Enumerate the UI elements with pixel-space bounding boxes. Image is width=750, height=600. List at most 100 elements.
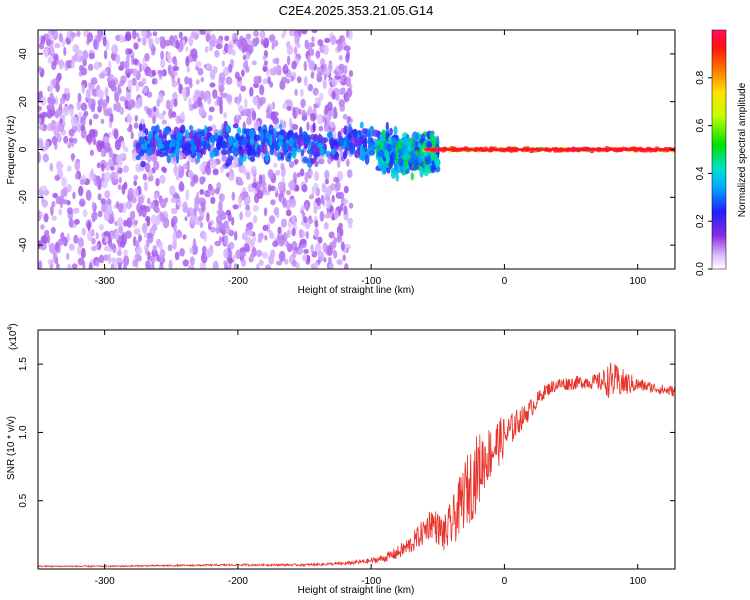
- heatmap-cell: [86, 32, 94, 43]
- heatmap-cell: [92, 113, 99, 120]
- heatmap-cell: [299, 126, 303, 138]
- heatmap-cell: [346, 169, 353, 179]
- heatmap-cell: [160, 50, 164, 61]
- heatmap-cell: [78, 185, 84, 197]
- colorbar-gradient: [712, 30, 726, 269]
- heatmap-cell: [261, 144, 268, 155]
- heatmap-cell: [298, 108, 302, 115]
- heatmap-cell: [247, 221, 254, 230]
- heatmap-cell: [326, 115, 330, 126]
- heatmap-cell: [305, 231, 310, 239]
- heatmap-cell: [410, 172, 414, 181]
- heatmap-cell: [43, 213, 49, 223]
- heatmap-cell: [324, 178, 329, 185]
- heatmap-cell: [415, 150, 420, 157]
- heatmap-cell: [311, 36, 315, 43]
- heatmap-cell: [273, 207, 280, 216]
- heatmap-cell: [207, 183, 213, 191]
- heatmap-cell: [48, 82, 54, 93]
- heatmap-cell: [344, 263, 349, 269]
- heatmap-cell: [286, 189, 291, 196]
- spectrogram-y-axis: -40 -20 0 20 40: [18, 48, 675, 252]
- heatmap-cell: [178, 83, 183, 95]
- x-tick-label: 100: [629, 576, 646, 587]
- heatmap-cell: [232, 204, 239, 210]
- heatmap-cell: [238, 145, 242, 152]
- heatmap-cell: [58, 32, 63, 43]
- heatmap-cell: [104, 86, 109, 98]
- heatmap-cell: [386, 143, 392, 152]
- heatmap-cell: [197, 67, 204, 76]
- heatmap-cell: [151, 78, 156, 85]
- heatmap-cell: [58, 103, 63, 111]
- heatmap-cell: [133, 42, 139, 50]
- heatmap-cell: [227, 136, 233, 147]
- heatmap-cell: [154, 133, 159, 142]
- heatmap-cell: [181, 87, 187, 98]
- heatmap-cell: [324, 37, 331, 44]
- heatmap-cell: [71, 61, 75, 69]
- heatmap-cell: [38, 105, 43, 112]
- heatmap-cell: [292, 249, 297, 259]
- heatmap-cell: [161, 69, 167, 77]
- heatmap-cell: [185, 189, 190, 201]
- heatmap-cell: [44, 34, 50, 40]
- heatmap-cell: [77, 237, 85, 248]
- heatmap-cell: [423, 150, 428, 158]
- heatmap-cell: [301, 115, 308, 121]
- heatmap-cell: [56, 263, 60, 269]
- heatmap-cell: [218, 72, 226, 83]
- heatmap-cell: [38, 66, 43, 73]
- heatmap-cell: [285, 78, 291, 84]
- heatmap-cell: [189, 247, 194, 254]
- heatmap-cell: [67, 263, 72, 269]
- heatmap-cell: [278, 239, 285, 247]
- heatmap-cell: [303, 216, 308, 223]
- heatmap-cell: [314, 243, 322, 255]
- heatmap-cell: [147, 130, 153, 141]
- heatmap-cell: [154, 205, 159, 214]
- heatmap-cell: [222, 127, 227, 137]
- heatmap-cell: [179, 153, 184, 161]
- heatmap-cell: [249, 86, 254, 97]
- heatmap-cell: [95, 244, 99, 250]
- heatmap-cell: [338, 88, 346, 96]
- heatmap-cell: [167, 64, 172, 75]
- heatmap-cell: [48, 101, 55, 111]
- heatmap-cell: [317, 142, 323, 148]
- heatmap-cell: [50, 124, 54, 132]
- heatmap-cell: [212, 89, 218, 99]
- heatmap-cell: [368, 150, 376, 156]
- heatmap-cell: [103, 245, 110, 252]
- heatmap-cell: [132, 68, 138, 77]
- heatmap-cell: [114, 139, 121, 151]
- heatmap-cell: [336, 259, 343, 265]
- heatmap-cell: [209, 226, 217, 233]
- heatmap-cell: [96, 88, 103, 98]
- heatmap-cell: [327, 212, 333, 218]
- heatmap-cell: [308, 194, 314, 200]
- heatmap-cell: [81, 227, 87, 236]
- heatmap-cell: [221, 155, 228, 163]
- heatmap-cell: [209, 82, 216, 88]
- heatmap-cell: [63, 135, 69, 144]
- heatmap-cell: [263, 37, 270, 49]
- heatmap-cell: [111, 44, 119, 55]
- heatmap-cell: [57, 122, 65, 133]
- x-tick-label: -300: [95, 576, 115, 587]
- heatmap-cell: [185, 46, 189, 53]
- heatmap-cell: [251, 37, 258, 47]
- heatmap-cell: [68, 128, 75, 137]
- heatmap-cell: [243, 154, 247, 162]
- heatmap-cell: [134, 115, 138, 122]
- heatmap-cell: [165, 99, 171, 110]
- heatmap-cell: [171, 207, 176, 214]
- heatmap-cell: [376, 130, 381, 137]
- heatmap-cell: [233, 263, 238, 269]
- heatmap-cell: [259, 84, 265, 96]
- heatmap-cell: [267, 76, 271, 85]
- heatmap-cell: [169, 185, 176, 196]
- heatmap-cell: [63, 46, 67, 56]
- heatmap-cell: [117, 83, 121, 93]
- heatmap-cell: [101, 147, 105, 158]
